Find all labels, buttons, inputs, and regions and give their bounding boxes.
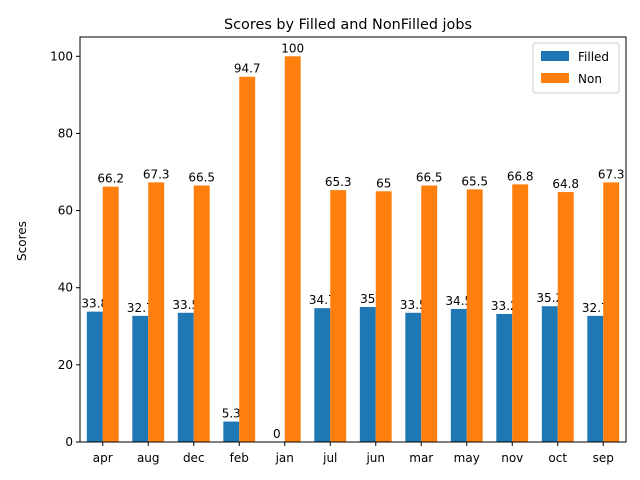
bar-non-apr [102, 186, 119, 442]
data-label-filled-may: 34.5 [445, 294, 472, 308]
data-label-filled-sep: 32.7 [582, 301, 609, 315]
y-tick-label-0: 0 [65, 435, 73, 449]
y-tick-label-40: 40 [58, 281, 73, 295]
bar-non-aug [148, 182, 165, 442]
data-label-non-feb: 94.7 [234, 62, 261, 76]
data-label-non-jan: 100 [281, 41, 304, 55]
x-tick-label-jul: jul [322, 451, 337, 465]
data-label-filled-dec: 33.5 [172, 298, 199, 312]
bar-non-jun [375, 191, 392, 442]
data-label-non-may: 65.5 [461, 174, 488, 188]
chart-title: Scores by Filled and NonFilled jobs [224, 17, 472, 33]
data-label-non-apr: 66.2 [97, 172, 124, 186]
legend-swatch-non [541, 73, 569, 83]
bar-non-jan [284, 56, 301, 443]
bar-filled-jun [359, 307, 376, 442]
x-tick-label-sep: sep [593, 451, 614, 465]
bar-filled-may [450, 308, 467, 442]
x-tick-label-may: may [454, 451, 480, 465]
data-label-filled-jul: 34.7 [309, 293, 336, 307]
y-tick-label-80: 80 [58, 126, 73, 140]
bar-filled-feb [223, 421, 240, 442]
bar-non-sep [603, 182, 620, 442]
bar-filled-nov [496, 313, 513, 442]
data-label-filled-aug: 32.7 [127, 301, 154, 315]
data-label-filled-jun: 35 [360, 292, 375, 306]
data-label-non-mar: 66.5 [416, 171, 443, 185]
legend-label-non: Non [578, 72, 602, 86]
bar-non-feb [239, 76, 256, 442]
y-axis-title: Scores [15, 221, 29, 261]
bar-filled-sep [587, 315, 604, 442]
bar-non-mar [421, 185, 438, 442]
data-label-filled-nov: 33.2 [491, 299, 518, 313]
x-tick-label-jun: jun [365, 451, 385, 465]
axes-frame [79, 36, 627, 443]
x-tick-label-apr: apr [93, 451, 113, 465]
bar-non-oct [557, 192, 574, 442]
bar-filled-aug [132, 315, 149, 442]
bar-non-nov [512, 184, 529, 443]
bar-filled-apr [86, 311, 103, 442]
bar-filled-dec [177, 312, 194, 442]
bar-non-may [466, 189, 483, 442]
bar-non-dec [193, 185, 210, 442]
data-label-non-jun: 65 [376, 176, 391, 190]
y-tick-label-60: 60 [58, 204, 73, 218]
y-tick-label-20: 20 [58, 358, 73, 372]
x-tick-label-jan: jan [275, 451, 294, 465]
x-tick-label-nov: nov [501, 451, 523, 465]
data-label-filled-mar: 33.5 [400, 298, 427, 312]
x-tick-label-aug: aug [137, 451, 160, 465]
x-tick-label-feb: feb [230, 451, 249, 465]
bar-filled-mar [405, 312, 422, 442]
data-label-non-dec: 66.5 [188, 171, 215, 185]
legend-label-filled: Filled [578, 50, 609, 64]
bar-filled-jul [314, 308, 331, 442]
data-label-non-jul: 65.3 [325, 175, 352, 189]
y-tick-label-100: 100 [50, 49, 73, 63]
data-label-non-sep: 67.3 [598, 167, 625, 181]
data-label-filled-feb: 5.3 [222, 407, 241, 421]
legend-swatch-filled [541, 51, 569, 61]
data-label-non-nov: 66.8 [507, 169, 534, 183]
x-tick-label-oct: oct [548, 451, 567, 465]
x-tick-label-mar: mar [409, 451, 433, 465]
data-label-filled-oct: 35.2 [536, 291, 563, 305]
x-tick-label-dec: dec [183, 451, 205, 465]
plot-area: 33.8 32.7 33.5 5.3 0 34.7 35 33.5 34.5 33.2 35.2 32… [50, 36, 627, 465]
data-label-filled-apr: 33.8 [81, 297, 108, 311]
bar-non-jul [330, 190, 347, 442]
data-label-non-oct: 64.8 [552, 177, 579, 191]
bar-filled-oct [541, 306, 558, 442]
data-label-filled-jan: 0 [273, 427, 281, 441]
legend: Filled Non [532, 42, 620, 94]
data-label-non-aug: 67.3 [143, 167, 170, 181]
